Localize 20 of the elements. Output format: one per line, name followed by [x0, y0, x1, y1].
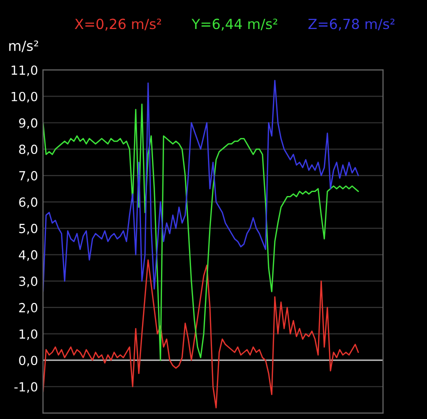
y-tick-label: 5,0 [19, 224, 38, 234]
y-tick-label: 2,0 [19, 302, 38, 314]
y-tick-label: 0,0 [19, 356, 38, 366]
y-axis-title: m/s² [9, 40, 38, 52]
line-series [43, 104, 359, 361]
y-tick-label: 1,0 [20, 329, 38, 340]
text: Y=6,44 m/s² [192, 18, 278, 31]
y-tick-label: 10,0 [12, 92, 38, 103]
y-tick-label: 7,0 [19, 170, 38, 182]
y-tick-label: 4,0 [18, 250, 38, 261]
y-tick-label: -1,0 [14, 382, 38, 393]
line-series [43, 80, 359, 292]
y-tick-label: 6,0 [19, 197, 38, 208]
y-tick-label: 3,0 [19, 276, 38, 288]
y-tick-label: 11,0 [12, 65, 38, 76]
y-tick-label: 8,0 [19, 144, 38, 156]
text: Z=6,78 m/s² [308, 18, 394, 31]
y-tick-label: 9,0 [19, 118, 38, 129]
line-series [43, 259, 359, 408]
text: X=0,26 m/s² [74, 18, 162, 31]
